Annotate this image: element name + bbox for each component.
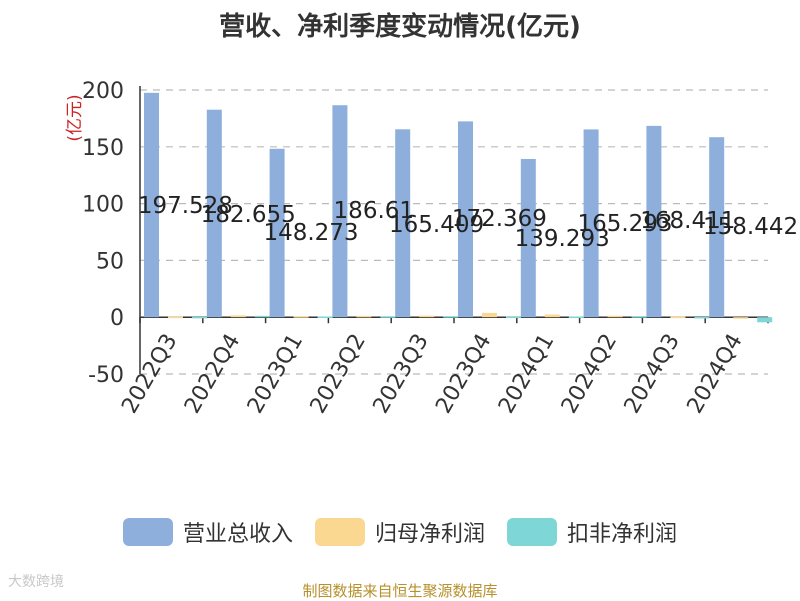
bar-net-profit (168, 316, 183, 319)
legend-item[interactable]: 营业总收入 (122, 516, 293, 548)
bar-deducted-net-profit (192, 316, 207, 319)
bar-net-profit (670, 316, 686, 319)
y-tick-label: 100 (82, 193, 124, 218)
data-label: 148.273 (263, 220, 358, 246)
bar-revenue (709, 137, 725, 318)
legend-swatch (314, 518, 365, 546)
y-tick-label: 150 (82, 136, 124, 161)
bar-deducted-net-profit (317, 316, 333, 319)
bar-revenue (520, 158, 536, 318)
bar-net-profit (544, 314, 560, 318)
bar-net-profit (419, 315, 435, 318)
data-label: 165.409 (389, 212, 484, 238)
data-label: 197.528 (138, 193, 233, 219)
legend: 营业总收入 归母净利润 扣非净利润 (0, 516, 800, 548)
bar-revenue (206, 109, 222, 318)
bar-deducted-net-profit (443, 316, 459, 318)
data-label: 139.293 (515, 226, 610, 252)
y-axis-title: (亿元) (65, 94, 85, 141)
bar-revenue (458, 121, 473, 318)
watermark-logo: 大数跨境 (8, 574, 64, 590)
legend-item[interactable]: 扣非净利润 (507, 516, 677, 548)
data-labels: 197.528182.655148.273186.61165.409172.36… (138, 193, 798, 252)
y-tick-label: 0 (110, 306, 124, 331)
bars (144, 92, 773, 323)
axes: -500501001502002022Q32022Q42023Q12023Q22… (82, 79, 769, 418)
bar-deducted-net-profit (631, 316, 647, 318)
bar-deducted-net-profit (568, 316, 584, 319)
data-source-note: 制图数据来自恒生聚源数据库 (302, 582, 498, 600)
bar-deducted-net-profit (380, 316, 396, 318)
bar-revenue (646, 125, 662, 318)
legend-label: 营业总收入 (182, 522, 293, 547)
gridlines (140, 89, 768, 375)
data-label: 182.655 (201, 202, 296, 228)
bar-revenue (395, 129, 411, 318)
bar-net-profit (356, 315, 372, 318)
bar-revenue (332, 105, 348, 318)
legend-label: 归母净利润 (374, 522, 485, 547)
y-tick-label: 50 (96, 249, 124, 274)
legend-label: 扣非净利润 (567, 522, 678, 547)
y-tick-label: -50 (88, 363, 124, 388)
bar-revenue (269, 148, 285, 318)
data-label: 165.293 (577, 211, 672, 237)
data-label: 172.369 (452, 206, 547, 232)
bar-deducted-net-profit (694, 316, 710, 319)
bar-net-profit (482, 312, 497, 318)
y-tick-label: 200 (82, 79, 124, 104)
bar-revenue (144, 92, 159, 318)
bar-net-profit (733, 317, 749, 319)
bar-deducted-net-profit (506, 316, 521, 319)
bar-net-profit (607, 315, 623, 318)
data-label: 158.442 (703, 214, 798, 240)
legend-swatch (122, 518, 173, 546)
chart-title: 营收、净利季度变动情况(亿元) (219, 12, 581, 42)
legend-item[interactable]: 归母净利润 (314, 516, 485, 548)
data-label: 186.61 (334, 198, 414, 224)
bar-deducted-net-profit (254, 315, 270, 318)
data-label: 168.411 (640, 208, 735, 234)
bar-revenue (583, 129, 599, 318)
bar-net-profit (230, 315, 246, 318)
bar-net-profit (293, 316, 309, 318)
legend-swatch (507, 518, 557, 546)
bar-deducted-net-profit (757, 317, 773, 323)
